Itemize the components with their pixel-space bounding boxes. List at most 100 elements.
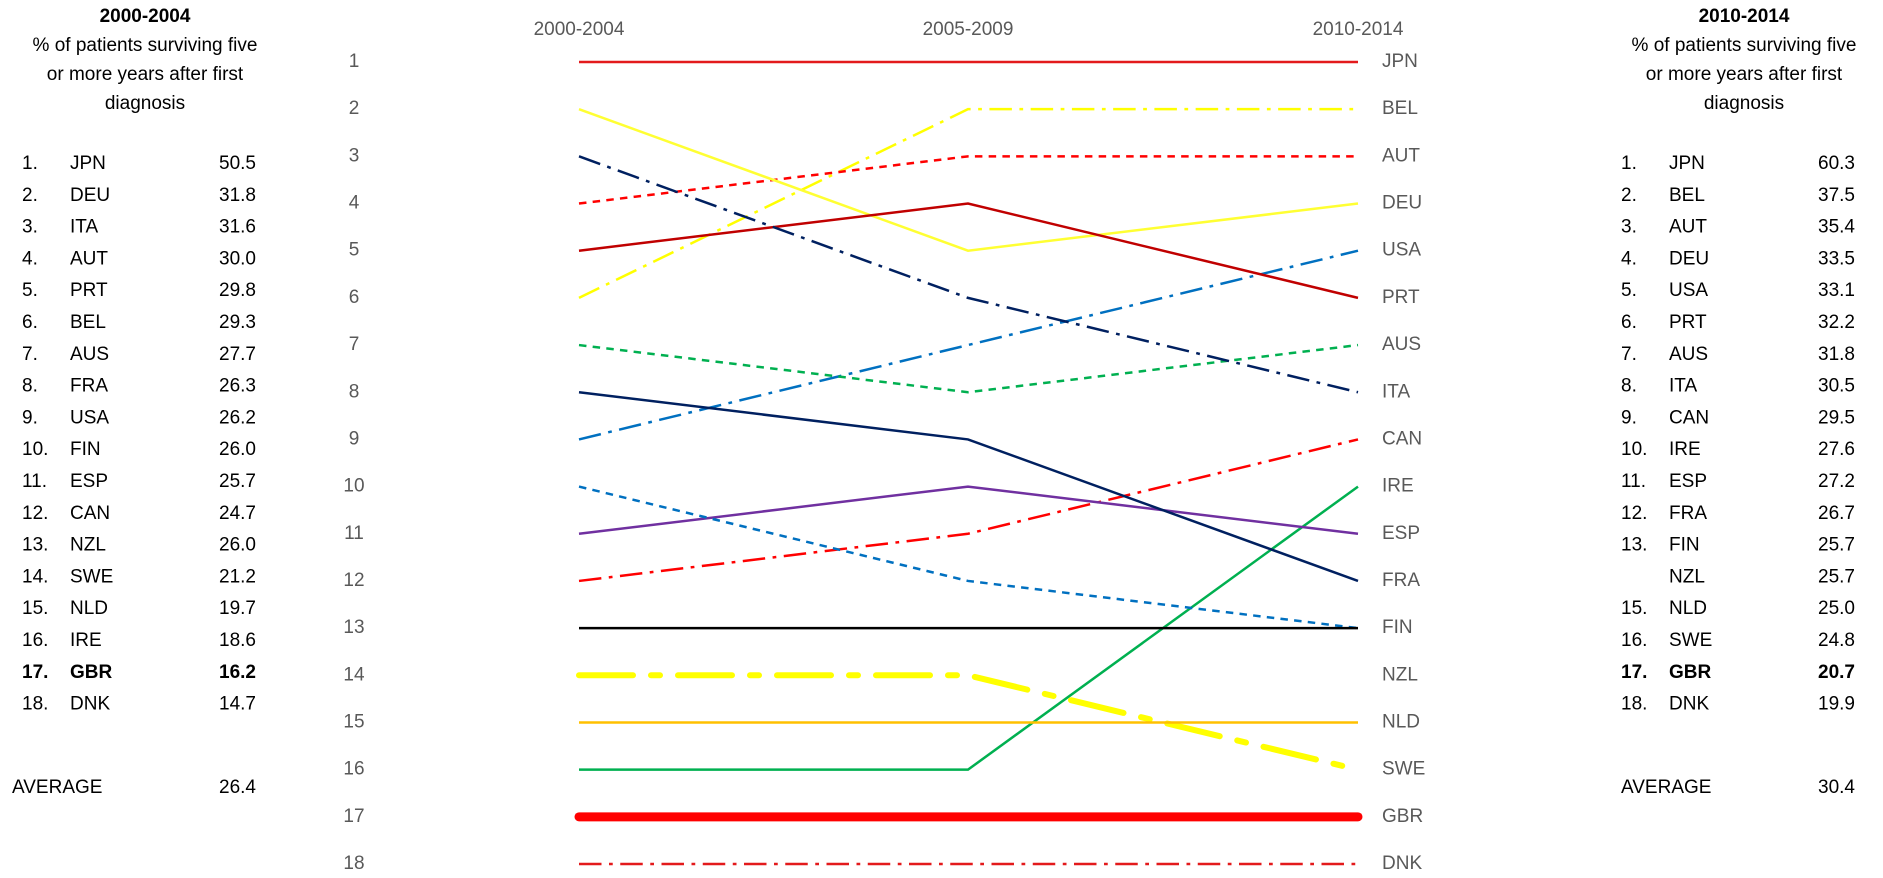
- country-label: AUT: [1382, 145, 1420, 166]
- table-subtitle: diagnosis: [1704, 93, 1784, 114]
- row-value: 29.8: [219, 280, 256, 301]
- row-country: FIN: [70, 439, 101, 460]
- rank-label: 17: [343, 806, 364, 827]
- row-value: 35.4: [1818, 217, 1855, 238]
- row-country: BEL: [1669, 185, 1705, 206]
- row-value: 60.3: [1818, 153, 1855, 174]
- row-value: 50.5: [219, 153, 256, 174]
- rank-line: [579, 485, 1359, 771]
- row-country: PRT: [70, 280, 108, 301]
- country-label: NLD: [1382, 711, 1420, 732]
- row-country: CAN: [1669, 407, 1709, 428]
- rank-label: 15: [343, 711, 364, 732]
- row-country: DEU: [70, 185, 110, 206]
- row-country: GBR: [70, 662, 113, 683]
- row-country: AUT: [70, 248, 108, 269]
- row-rank: 14.: [22, 566, 48, 587]
- row-value: 20.7: [1818, 662, 1855, 683]
- row-rank: 5.: [22, 280, 38, 301]
- row-value: 26.2: [219, 407, 256, 428]
- row-rank: 10.: [1621, 439, 1647, 460]
- rank-label: 18: [343, 853, 364, 873]
- row-country: CAN: [70, 503, 110, 524]
- row-value: 27.6: [1818, 439, 1855, 460]
- row-rank: 8.: [1621, 376, 1637, 397]
- row-country: USA: [70, 407, 109, 428]
- row-rank: 4.: [1621, 248, 1637, 269]
- rank-label: 6: [349, 287, 360, 308]
- row-country: USA: [1669, 280, 1708, 301]
- rank-label: 8: [349, 381, 360, 402]
- row-rank: 18.: [1621, 694, 1647, 715]
- row-country: DNK: [1669, 694, 1709, 715]
- row-country: SWE: [70, 566, 113, 587]
- row-rank: 6.: [22, 312, 38, 333]
- rank-label: 9: [349, 428, 360, 449]
- rank-label: 7: [349, 334, 360, 355]
- row-rank: 9.: [1621, 407, 1637, 428]
- row-country: AUS: [1669, 344, 1708, 365]
- row-rank: 11.: [22, 471, 47, 492]
- row-country: IRE: [70, 630, 102, 651]
- row-rank: 6.: [1621, 312, 1637, 333]
- country-label: USA: [1382, 240, 1421, 261]
- rank-line: [578, 155, 1358, 205]
- country-label: FRA: [1382, 570, 1420, 591]
- row-country: BEL: [70, 312, 106, 333]
- row-country: ESP: [1669, 471, 1707, 492]
- row-rank: 7.: [1621, 344, 1637, 365]
- row-country: JPN: [70, 153, 106, 174]
- rank-line: [578, 485, 1359, 630]
- row-value: 26.7: [1818, 503, 1855, 524]
- table-subtitle: or more years after first: [1646, 64, 1843, 85]
- row-rank: 17.: [1621, 662, 1647, 683]
- table-title: 2010-2014: [1699, 6, 1790, 27]
- row-rank: 2.: [1621, 185, 1637, 206]
- row-value: 33.1: [1818, 280, 1855, 301]
- row-rank: 11.: [1621, 471, 1646, 492]
- period-label: 2005-2009: [923, 19, 1014, 40]
- row-rank: 1.: [22, 153, 38, 174]
- row-value: 24.8: [1818, 630, 1855, 651]
- row-value: 25.7: [1818, 535, 1855, 556]
- table-subtitle: % of patients surviving five: [1632, 35, 1857, 56]
- row-country: ESP: [70, 471, 108, 492]
- row-value: 26.3: [219, 376, 256, 397]
- row-country: NZL: [70, 535, 106, 556]
- country-label: IRE: [1382, 476, 1414, 497]
- rank-line: [578, 108, 1359, 252]
- rank-label: 11: [344, 523, 364, 544]
- row-value: 31.8: [219, 185, 256, 206]
- table-subtitle: diagnosis: [105, 93, 185, 114]
- row-value: 18.6: [219, 630, 256, 651]
- rank-line: [576, 672, 1361, 773]
- rank-label: 13: [343, 617, 364, 638]
- country-label: GBR: [1382, 806, 1423, 827]
- row-country: DEU: [1669, 248, 1709, 269]
- rank-label: 14: [343, 664, 365, 685]
- row-country: ITA: [70, 217, 98, 238]
- rank-line: [578, 202, 1359, 300]
- row-value: 31.6: [219, 217, 256, 238]
- rank-line: [578, 438, 1359, 583]
- row-rank: 9.: [22, 407, 38, 428]
- row-country: FRA: [70, 376, 108, 397]
- row-rank: 18.: [22, 694, 48, 715]
- row-rank: 17.: [22, 662, 48, 683]
- row-rank: 7.: [22, 344, 38, 365]
- rank-label: 12: [343, 570, 364, 591]
- row-rank: 4.: [22, 248, 38, 269]
- period-label: 2000-2004: [534, 19, 625, 40]
- row-value: 30.0: [219, 248, 256, 269]
- table-title: 2000-2004: [100, 6, 191, 27]
- row-value: 25.7: [1818, 566, 1855, 587]
- rank-label: 4: [349, 193, 360, 214]
- average-value: 26.4: [219, 777, 256, 798]
- rank-line: [578, 343, 1359, 394]
- row-value: 25.0: [1818, 598, 1855, 619]
- country-label: FIN: [1382, 617, 1413, 638]
- row-value: 29.5: [1818, 407, 1855, 428]
- row-rank: 1.: [1621, 153, 1637, 174]
- country-label: BEL: [1382, 98, 1418, 119]
- country-label: SWE: [1382, 759, 1425, 780]
